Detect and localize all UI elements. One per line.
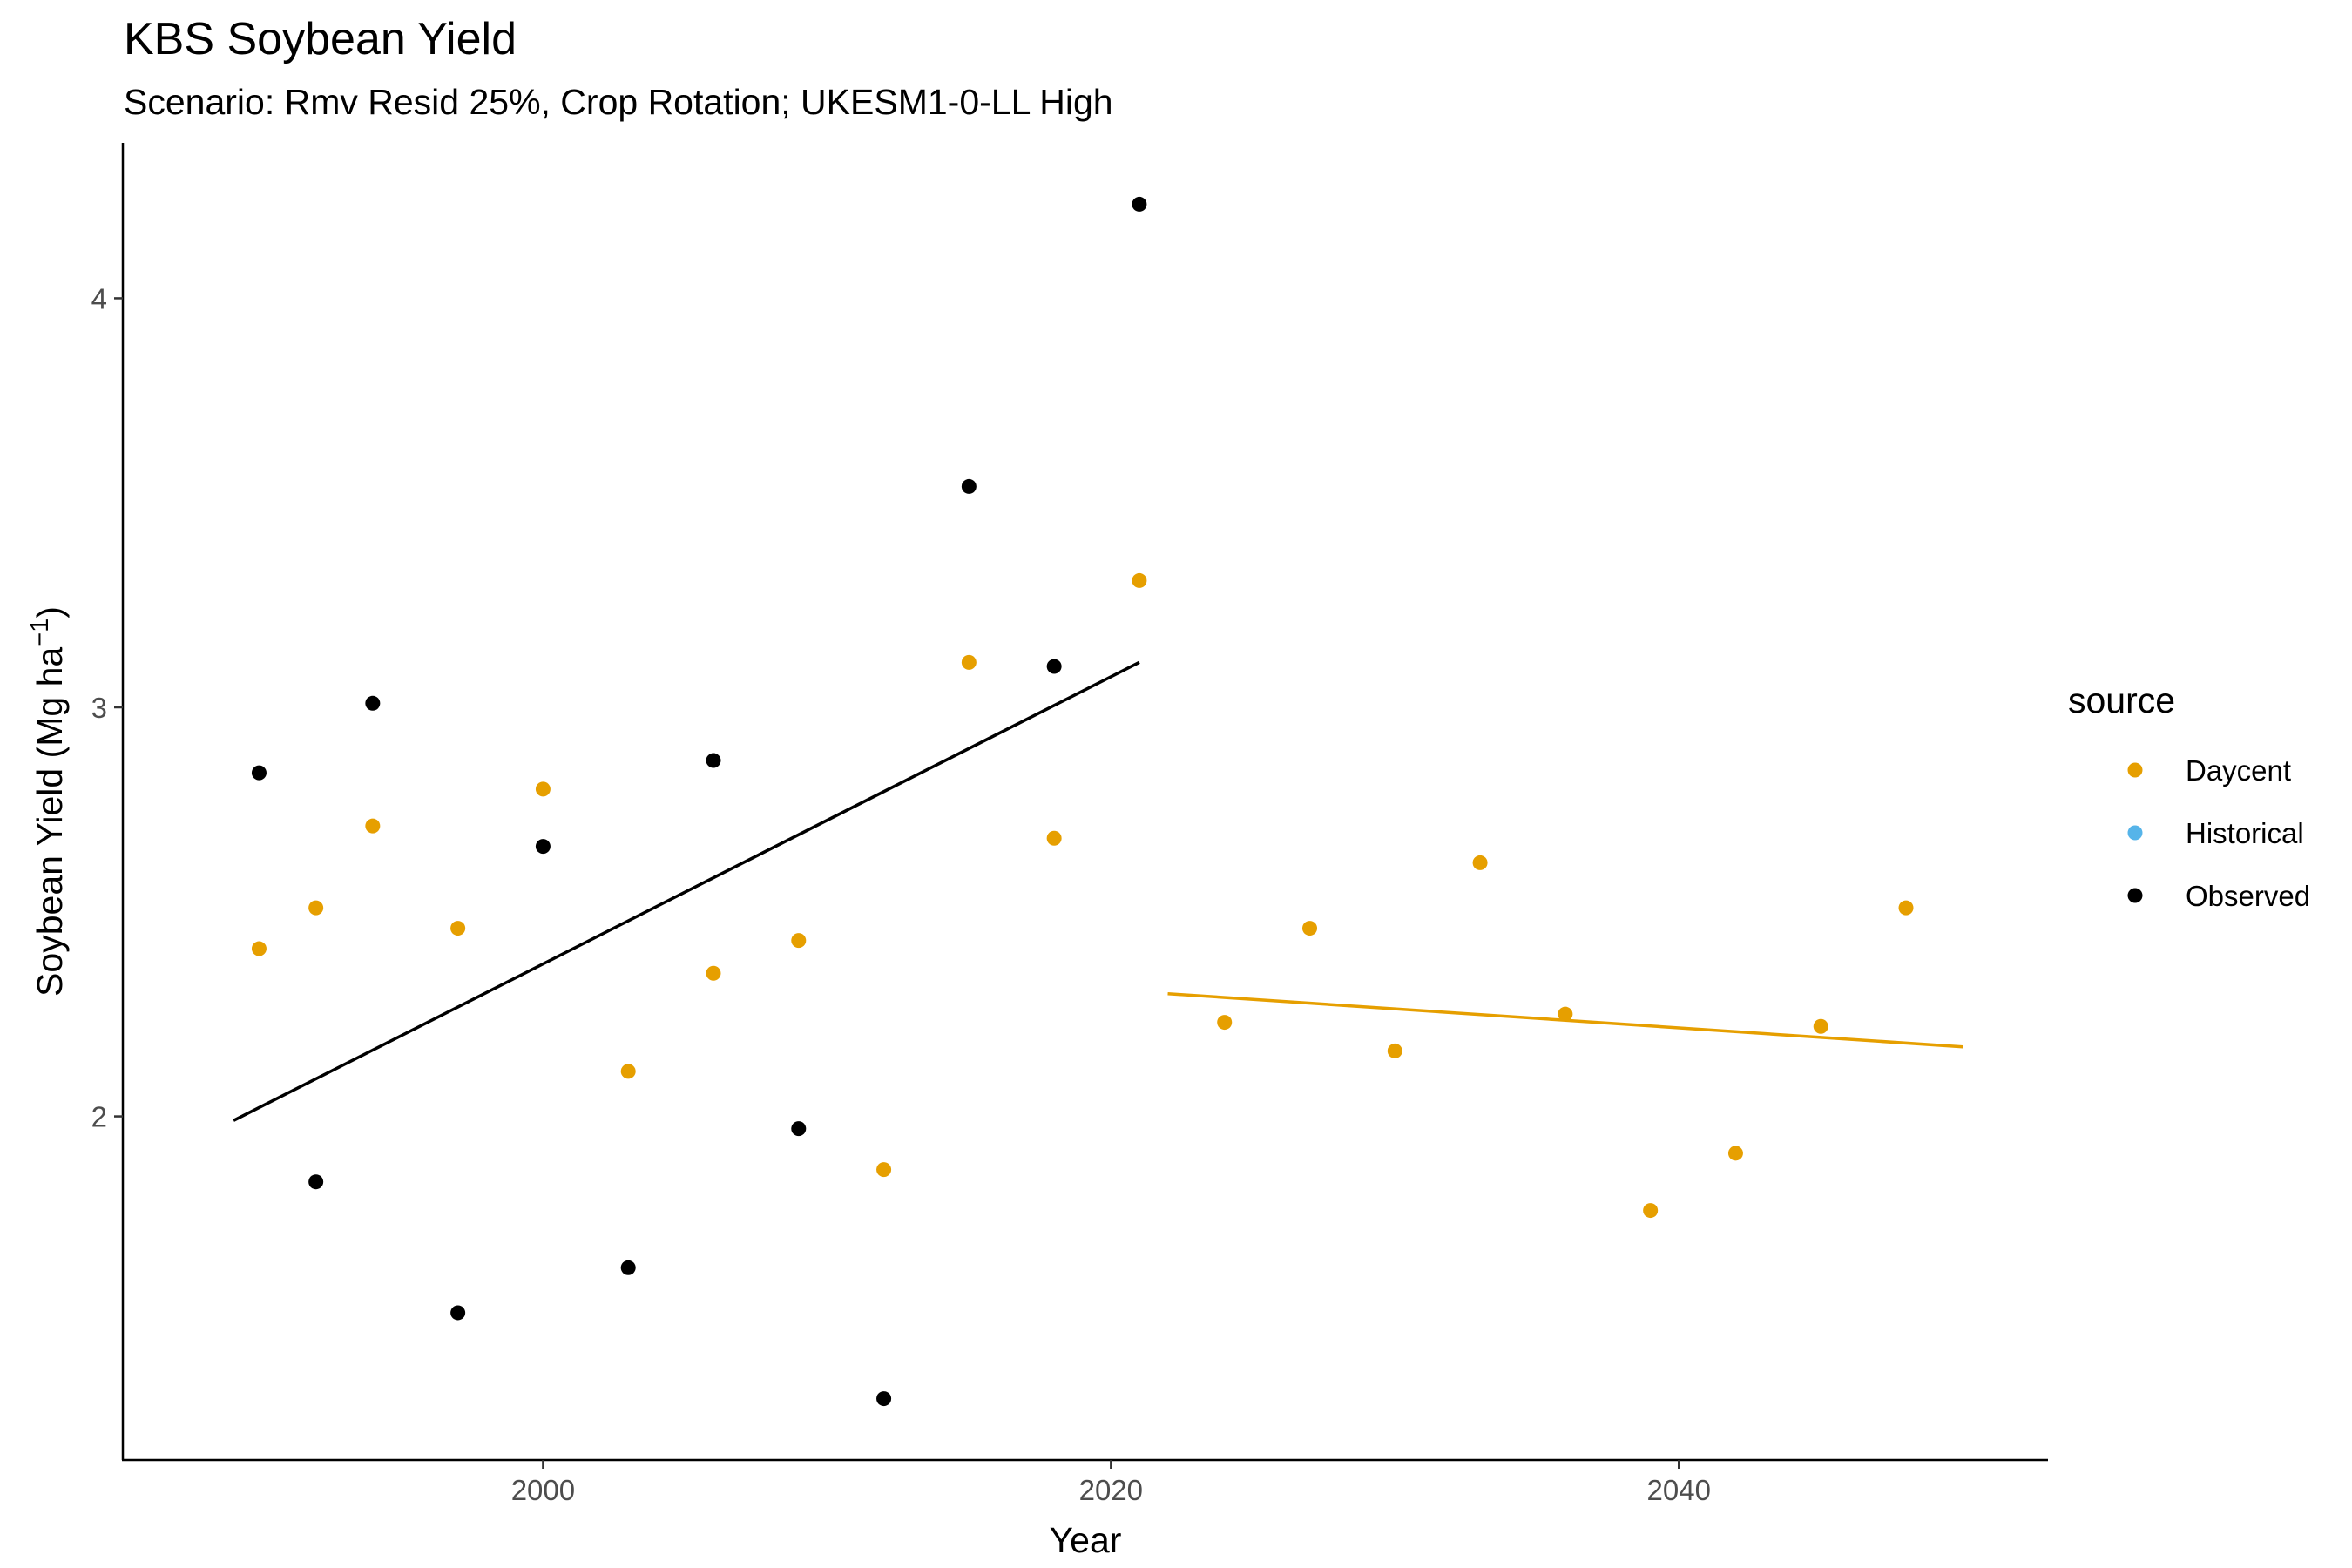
- data-point-daycent: [1132, 572, 1147, 588]
- trend-lines: [233, 660, 1963, 1122]
- data-points: [251, 196, 1914, 1407]
- y-axis-title-close: ): [30, 606, 70, 618]
- legend-label-observed: Observed: [2186, 880, 2310, 912]
- data-point-daycent: [1217, 1015, 1233, 1031]
- legend-key-observed: [2127, 888, 2143, 903]
- data-point-daycent: [1472, 855, 1488, 870]
- data-point-observed: [706, 753, 721, 768]
- legend-label-historical: Historical: [2186, 817, 2304, 849]
- y-axis-title-sup: −1: [26, 618, 54, 647]
- data-point-daycent: [620, 1064, 636, 1079]
- data-point-daycent: [1387, 1043, 1402, 1058]
- y-tick-label: 3: [91, 692, 107, 724]
- y-axis-title: Soybean Yield (Mg ha−1): [26, 606, 70, 997]
- data-point-observed: [791, 1121, 807, 1137]
- x-axis-title: Year: [1050, 1520, 1122, 1560]
- data-point-observed: [620, 1260, 636, 1275]
- data-point-observed: [1132, 196, 1147, 212]
- y-axis-title-main: Soybean Yield (Mg ha: [30, 647, 70, 997]
- legend-label-daycent: Daycent: [2186, 754, 2291, 787]
- data-point-daycent: [365, 818, 381, 834]
- plot-area: [233, 196, 1963, 1407]
- data-point-daycent: [1046, 830, 1062, 846]
- data-point-observed: [251, 765, 267, 781]
- data-point-daycent: [251, 941, 267, 956]
- data-point-observed: [961, 478, 977, 494]
- trend-line-observed: [233, 660, 1140, 1122]
- legend-title: source: [2068, 680, 2175, 720]
- y-axis-ticks: 2 3 4: [91, 282, 123, 1133]
- data-point-observed: [535, 839, 551, 855]
- x-axis-ticks: 2000 2020 2040: [511, 1460, 1711, 1506]
- data-point-observed: [876, 1391, 892, 1407]
- legend-key-daycent: [2127, 762, 2143, 778]
- legend-entries: Daycent Historical Observed: [2127, 754, 2310, 912]
- y-tick-label: 2: [91, 1101, 107, 1133]
- data-point-daycent: [791, 933, 807, 949]
- data-point-daycent: [1643, 1203, 1659, 1219]
- data-point-daycent: [1898, 900, 1914, 916]
- data-point-observed: [1046, 659, 1062, 674]
- chart-subtitle: Scenario: Rmv Resid 25%, Crop Rotation; …: [124, 82, 1113, 122]
- data-point-daycent: [1302, 921, 1318, 936]
- legend-key-historical: [2127, 825, 2143, 841]
- data-point-observed: [308, 1174, 324, 1190]
- data-point-observed: [365, 695, 381, 711]
- x-tick-label: 2040: [1647, 1474, 1711, 1506]
- legend: source Daycent Historical Observed: [2068, 680, 2310, 912]
- data-point-observed: [450, 1305, 466, 1321]
- chart-title: KBS Soybean Yield: [124, 14, 517, 64]
- data-point-daycent: [450, 921, 466, 936]
- x-tick-label: 2000: [511, 1474, 575, 1506]
- data-point-daycent: [961, 654, 977, 670]
- data-point-daycent: [308, 900, 324, 916]
- data-point-daycent: [535, 781, 551, 797]
- data-point-daycent: [876, 1162, 892, 1178]
- data-point-daycent: [706, 965, 721, 981]
- data-point-daycent: [1813, 1018, 1828, 1034]
- data-point-daycent: [1558, 1006, 1573, 1022]
- x-tick-label: 2020: [1079, 1474, 1143, 1506]
- y-tick-label: 4: [91, 282, 107, 314]
- data-point-daycent: [1727, 1146, 1743, 1161]
